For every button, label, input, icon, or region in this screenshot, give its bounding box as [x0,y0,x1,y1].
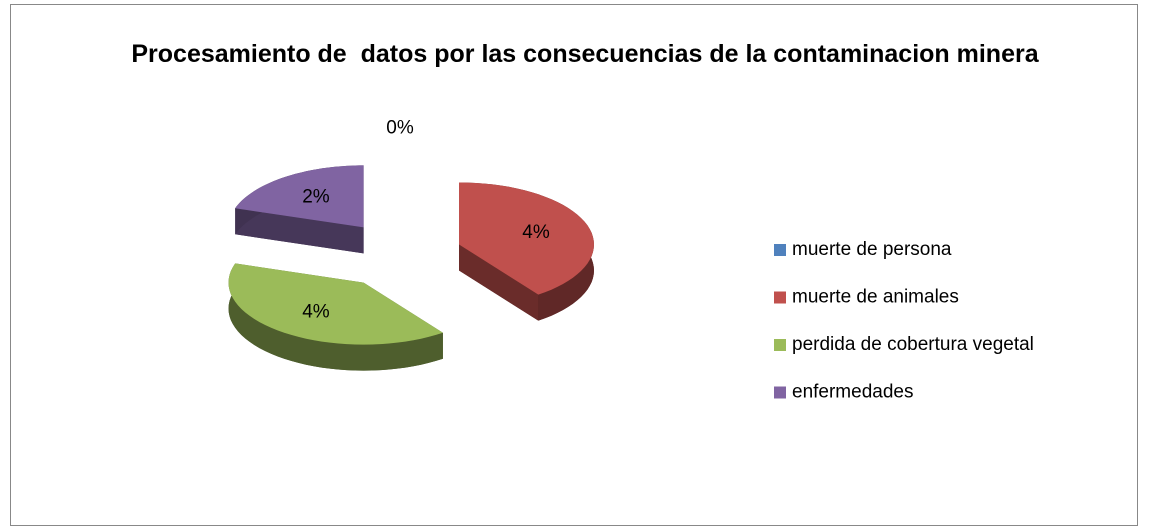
slice-wall [459,244,539,321]
chart-frame [10,4,1138,526]
slice-top [235,165,364,228]
slice-top [228,263,443,345]
chart-title: Procesamiento de datos por las consecuen… [131,40,1039,68]
legend-label: enfermedades [792,382,913,403]
data-label: 4% [302,302,330,323]
legend-label: muerte de persona [792,239,952,260]
legend-swatch [774,291,786,304]
data-label: 0% [386,118,414,139]
pie-slice [459,182,594,321]
data-label: 2% [302,186,330,207]
legend-label: perdida de cobertura vegetal [792,334,1034,355]
legend-label: muerte de animales [792,287,959,308]
pie-slice [235,165,364,254]
legend-swatch [774,386,786,399]
pie-slice [228,263,443,371]
slice-side [228,263,443,371]
slice-top [459,182,594,295]
slice-wall [235,208,364,254]
legend-swatch [774,339,786,351]
data-label: 4% [522,222,550,243]
legend-swatch [774,244,786,256]
